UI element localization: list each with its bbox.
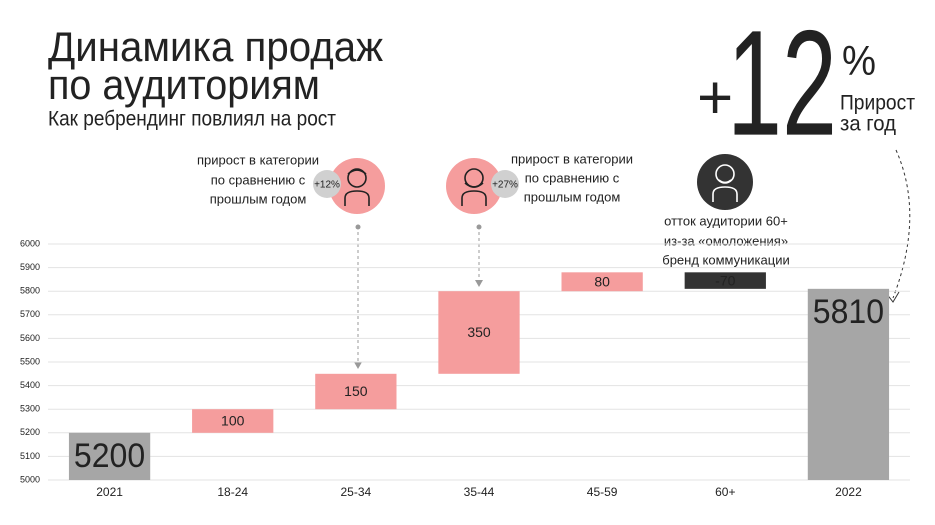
x-tick-label: 35-44: [464, 485, 495, 499]
x-tick-label: 2022: [835, 485, 862, 499]
x-tick-label: 25-34: [341, 485, 372, 499]
x-tick-label: 45-59: [587, 485, 618, 499]
arrow-head: [475, 280, 483, 287]
badge: [313, 170, 341, 198]
x-tick-label: 2021: [96, 485, 123, 499]
callout-text: прирост в категории: [511, 151, 633, 166]
callout-text: по сравнению с: [211, 172, 306, 187]
bar: [807, 288, 890, 480]
callout: +27% прирост в категории по сравнению с …: [446, 151, 633, 287]
callout-text: из-за «омоложения»: [664, 233, 788, 248]
y-tick-label: 5800: [20, 286, 40, 296]
arrow-head: [354, 362, 362, 369]
callout-text: отток аудитории 60+: [664, 213, 788, 228]
y-tick-label: 5300: [20, 404, 40, 414]
value-label: 5200: [74, 437, 145, 475]
x-tick-label: 60+: [715, 485, 735, 499]
arrow-dot: [476, 224, 482, 230]
y-tick-label: 5900: [20, 262, 40, 272]
y-tick-label: 5000: [20, 474, 40, 484]
callout-text: прирост в категории: [197, 152, 319, 167]
headline-unit: %: [842, 37, 876, 84]
person-icon: [712, 164, 738, 202]
bar: [315, 373, 397, 410]
callout-text: бренд коммуникации: [662, 252, 789, 267]
person-icon: [344, 168, 370, 206]
arrow-dot: [355, 224, 361, 230]
icon-circle: [329, 158, 385, 214]
y-tick-label: 5200: [20, 427, 40, 437]
badge-text: +27%: [492, 180, 518, 191]
value-label: 5810: [813, 293, 884, 331]
arrow: [892, 149, 911, 299]
person-icon: [461, 168, 487, 206]
y-tick-label: 5600: [20, 333, 40, 343]
value-label: 150: [344, 383, 368, 399]
y-tick-label: 5500: [20, 356, 40, 366]
headline-caption: за год: [840, 113, 896, 136]
y-tick-label: 5700: [20, 309, 40, 319]
value-label: 100: [221, 413, 245, 429]
y-tick-label: 6000: [20, 238, 40, 248]
y-tick-label: 5400: [20, 380, 40, 390]
bar: [684, 272, 766, 289]
bar: [561, 272, 643, 292]
value-label: -70: [715, 272, 735, 288]
bar: [68, 432, 151, 480]
x-tick-label: 18-24: [217, 485, 248, 499]
headline-value: 12: [727, 0, 837, 167]
badge-text: +12%: [314, 180, 340, 191]
icon-circle: [446, 158, 502, 214]
y-tick-label: 5100: [20, 451, 40, 461]
badge: [491, 170, 519, 198]
bar: [192, 409, 274, 433]
callout: прирост в категории по сравнению с прошл…: [197, 152, 385, 369]
bar: [438, 291, 520, 374]
callout: отток аудитории 60+ из-за «омоложения» б…: [662, 154, 790, 267]
headline-sign: +: [697, 63, 733, 132]
callout-text: по сравнению с: [525, 170, 620, 185]
callout-text: прошлым годом: [524, 189, 621, 204]
chart-title: Динамика продаж: [48, 23, 383, 70]
value-label: 350: [467, 324, 491, 340]
chart-subtitle: Как ребрендинг повлиял на рост: [48, 108, 336, 131]
value-label: 80: [594, 273, 610, 289]
callout-text: прошлым годом: [210, 191, 307, 206]
headline-caption: Прирост: [840, 92, 915, 115]
chart-title: по аудиториям: [48, 61, 320, 108]
